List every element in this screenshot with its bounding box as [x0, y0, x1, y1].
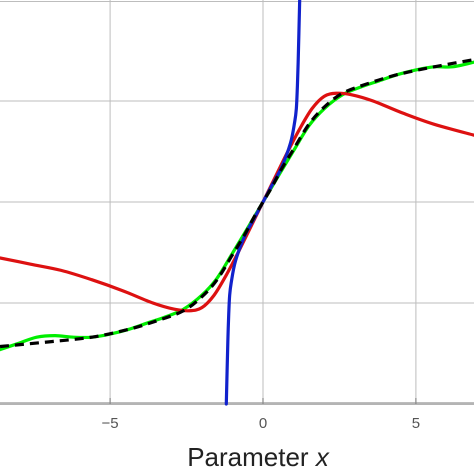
series-line-3: [0, 57, 474, 349]
x-axis-title: Parameter x: [187, 442, 330, 472]
x-axis-variable: x: [314, 442, 330, 472]
x-tick-label-2: 5: [412, 415, 420, 432]
plot-frame: [0, 398, 474, 405]
x-tick-label-0: −5: [102, 415, 119, 432]
series-group: [0, 0, 474, 406]
series-line-2: [224, 0, 302, 406]
x-tick-labels: −5 0 5: [102, 415, 421, 432]
x-tick-label-1: 0: [259, 415, 267, 432]
x-axis-title-text: Parameter: [187, 442, 309, 472]
